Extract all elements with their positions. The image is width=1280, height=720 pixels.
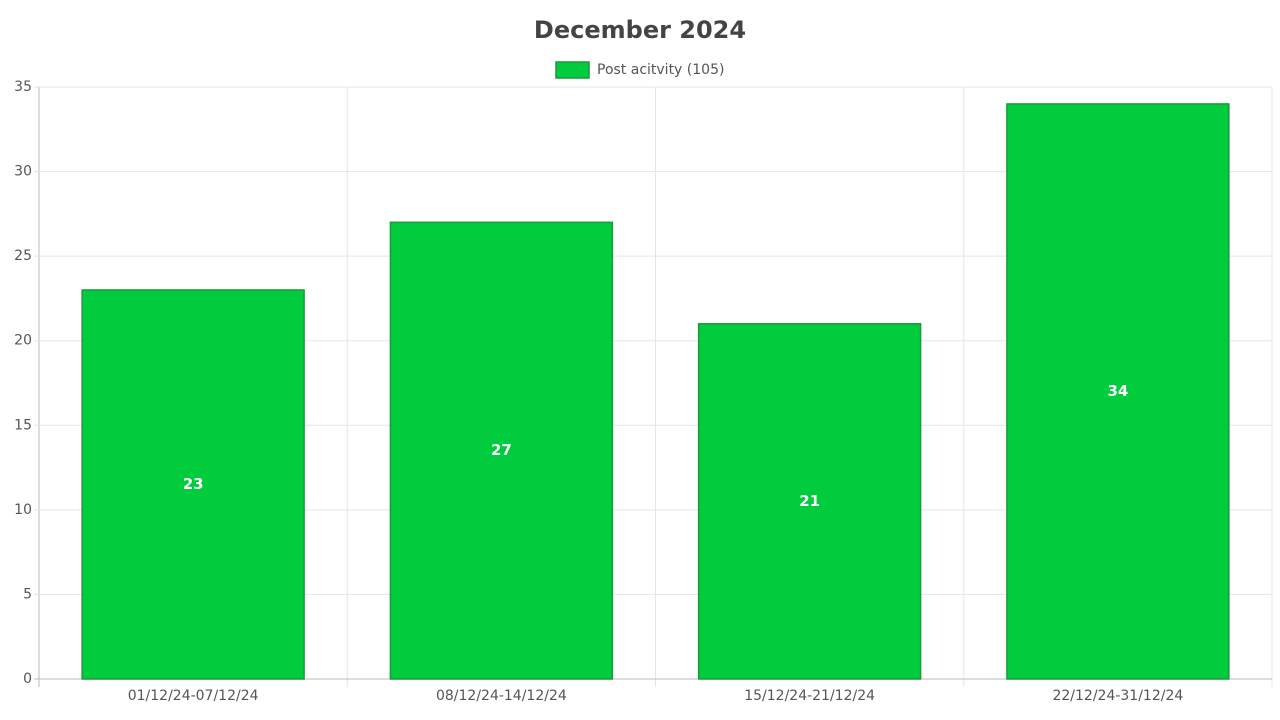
legend-label: Post acitvity (105) — [597, 62, 724, 78]
y-tick-label: 10 — [14, 502, 32, 518]
x-tick-label: 22/12/24-31/12/24 — [1052, 688, 1183, 704]
value-label: 27 — [491, 441, 512, 459]
y-tick-label: 25 — [14, 248, 32, 264]
y-tick-label: 0 — [23, 671, 32, 687]
x-tick-label: 08/12/24-14/12/24 — [436, 688, 567, 704]
x-tick-label: 15/12/24-21/12/24 — [744, 688, 875, 704]
bar — [1006, 103, 1230, 680]
y-tick-label: 35 — [14, 79, 32, 95]
x-tick-label: 01/12/24-07/12/24 — [128, 688, 259, 704]
y-tick-label: 20 — [14, 333, 32, 349]
chart-title: December 2024 — [534, 16, 746, 44]
bar — [81, 289, 305, 680]
y-tick-label: 5 — [23, 586, 32, 602]
legend-swatch — [555, 61, 590, 79]
bar — [697, 323, 922, 680]
bar — [389, 221, 614, 680]
value-label: 21 — [799, 492, 820, 510]
y-tick-label: 15 — [14, 417, 32, 433]
y-tick-label: 30 — [14, 164, 32, 180]
value-label: 34 — [1107, 382, 1128, 400]
value-label: 23 — [183, 475, 204, 493]
